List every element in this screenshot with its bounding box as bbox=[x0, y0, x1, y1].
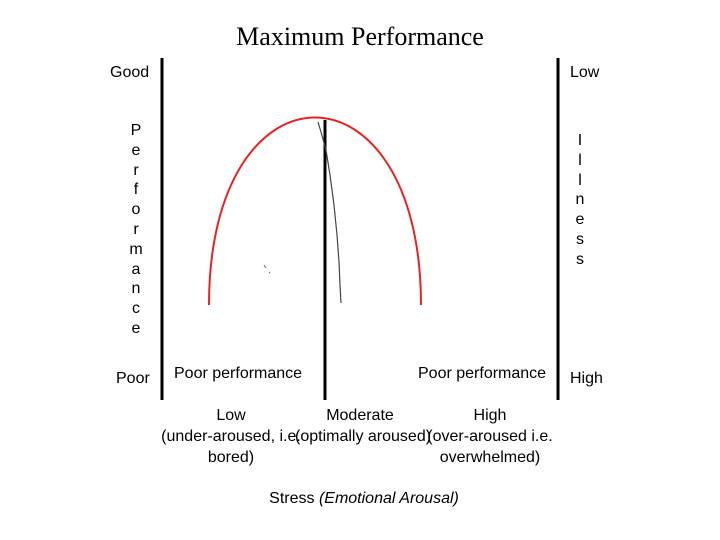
performance-label-letter: f bbox=[133, 181, 139, 199]
left-axis-top-label: Good bbox=[110, 64, 150, 81]
left-curve-label: Poor performance bbox=[174, 365, 303, 382]
performance-label-letter: r bbox=[133, 220, 139, 238]
x-category-moderate-line1: (optimally aroused) bbox=[295, 428, 432, 445]
illness-label-letter: l bbox=[578, 171, 582, 189]
x-category-high-line1: (over-aroused i.e. bbox=[427, 428, 553, 445]
x-category-high: High (over-aroused i.e. overwhelmed) bbox=[420, 405, 560, 468]
right-curve-label: Poor performance bbox=[418, 365, 547, 382]
x-category-high-level: High bbox=[473, 407, 507, 424]
illness-label-letter: l bbox=[578, 151, 582, 169]
illness-label-letter: n bbox=[575, 191, 585, 209]
illness-label-letter: I bbox=[577, 132, 583, 149]
performance-curve bbox=[208, 116, 422, 306]
x-axis-title-main: Stress bbox=[269, 490, 319, 507]
x-category-low: Low (under-aroused, i.e. bored) bbox=[155, 405, 307, 468]
performance-label-letter: e bbox=[131, 141, 141, 159]
illness-label-letter: s bbox=[576, 230, 584, 248]
x-category-low-level: Low bbox=[216, 407, 246, 424]
x-category-high-line2: overwhelmed) bbox=[439, 449, 541, 466]
x-axis-title: Stress (Emotional Arousal) bbox=[0, 490, 720, 508]
left-axis-bottom-label: Poor bbox=[116, 370, 150, 387]
x-category-moderate-level: Moderate bbox=[326, 407, 394, 424]
performance-label-letter: a bbox=[131, 260, 141, 278]
x-axis-title-emphasis: (Emotional Arousal) bbox=[318, 490, 459, 507]
performance-label-letter: m bbox=[129, 240, 143, 258]
performance-label-letter: n bbox=[131, 280, 141, 298]
x-category-low-line1: (under-aroused, i.e. bbox=[161, 428, 301, 445]
performance-label-letter: P bbox=[130, 122, 142, 139]
stray-mark bbox=[263, 264, 271, 274]
performance-label-letter: c bbox=[132, 300, 140, 318]
right-axis-bottom-label: High bbox=[570, 370, 603, 387]
illness-label-letter: s bbox=[576, 250, 584, 268]
performance-label-letter: e bbox=[131, 319, 141, 337]
x-category-moderate: Moderate (optimally aroused) bbox=[295, 405, 432, 447]
x-category-low-line2: bored) bbox=[207, 449, 255, 466]
illness-label-letter: e bbox=[575, 211, 585, 229]
performance-label-letter: r bbox=[133, 161, 139, 179]
right-axis-top-label: Low bbox=[570, 64, 600, 81]
diagram-title: Maximum Performance bbox=[236, 22, 484, 51]
performance-label-letter: o bbox=[131, 201, 141, 219]
hand-drawn-stroke bbox=[317, 121, 342, 304]
